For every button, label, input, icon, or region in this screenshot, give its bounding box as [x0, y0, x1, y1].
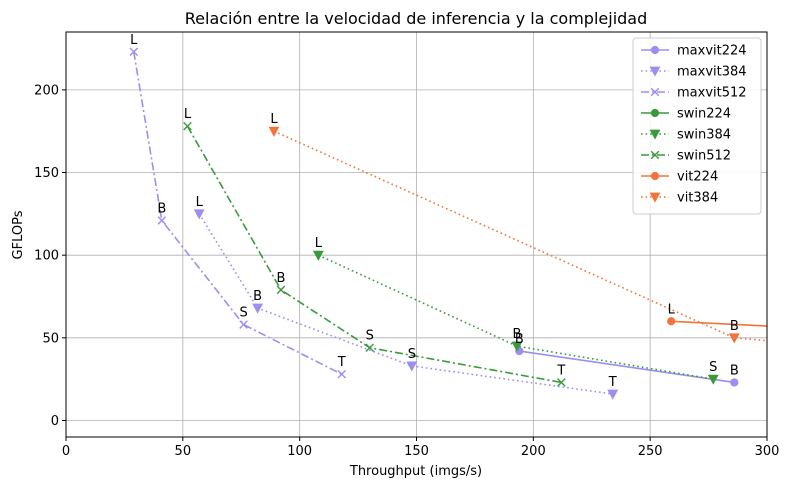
legend-label: maxvit224	[677, 44, 747, 59]
y-tick-label: 150	[34, 166, 59, 181]
x-axis-title: Throughput (imgs/s)	[349, 464, 482, 479]
series-maxvit384	[193, 209, 619, 400]
point-label: L	[184, 107, 192, 122]
legend-label: vit384	[677, 191, 718, 206]
data-point	[193, 209, 205, 220]
data-point	[276, 285, 286, 295]
series-line	[318, 254, 714, 380]
series-layer	[129, 47, 775, 400]
data-point	[768, 323, 775, 330]
x-tick-label: 100	[287, 444, 312, 459]
y-axis-title: GFLOPs	[11, 210, 26, 259]
point-label: B	[730, 363, 739, 378]
legend-marker	[650, 87, 660, 97]
data-point	[607, 389, 619, 400]
axis-ticks: 0 50 100 150 200 250 300 0 50 100 150 200	[34, 83, 779, 459]
data-point	[406, 361, 418, 372]
legend-label: maxvit384	[677, 65, 747, 80]
series-swin512	[183, 121, 566, 387]
series-line	[273, 130, 767, 342]
legend-item-swin512: swin512	[641, 149, 731, 164]
legend-item-maxvit512: maxvit512	[641, 86, 747, 101]
data-point	[667, 317, 676, 326]
legend-label: vit224	[677, 170, 718, 185]
series-line	[671, 320, 767, 327]
data-point	[728, 333, 740, 344]
data-point	[312, 250, 324, 261]
x-tick-label: 300	[755, 444, 780, 459]
point-label: S	[408, 347, 416, 362]
point-label: T	[556, 363, 565, 378]
point-label: B	[730, 319, 739, 334]
data-point	[183, 121, 192, 131]
series-vit384	[268, 126, 767, 344]
series-vit224	[667, 317, 775, 330]
legend-marker	[650, 171, 660, 181]
legend-box	[632, 37, 762, 215]
point-label: B	[515, 332, 524, 347]
legend-marker	[649, 129, 661, 140]
point-label: S	[239, 306, 247, 321]
legend: maxvit224 maxvit384 maxvit512 swin224 swin38…	[632, 37, 762, 215]
legend-item-swin384: swin384	[641, 128, 731, 143]
legend-marker	[650, 45, 660, 55]
x-tick-label: 150	[404, 444, 429, 459]
x-tick-label: 50	[175, 444, 192, 459]
legend-label: swin224	[677, 107, 731, 122]
point-label: L	[668, 302, 676, 317]
data-point	[557, 378, 566, 387]
data-point	[268, 126, 280, 137]
data-point	[730, 378, 739, 387]
legend-item-maxvit384: maxvit384	[641, 65, 747, 80]
point-label: S	[709, 360, 717, 375]
point-label: L	[270, 112, 278, 127]
point-label: B	[277, 271, 286, 286]
point-label: S	[366, 329, 374, 344]
y-tick-label: 0	[51, 414, 59, 429]
legend-label: maxvit512	[677, 86, 747, 101]
data-point	[337, 369, 347, 379]
x-tick-label: 0	[62, 444, 70, 459]
legend-marker	[649, 66, 661, 77]
legend-label: swin384	[677, 128, 731, 143]
legend-item-swin224: swin224	[641, 107, 731, 122]
point-label: L	[130, 33, 138, 48]
point-label: B	[253, 289, 262, 304]
data-point	[239, 320, 248, 329]
point-label: L	[315, 236, 323, 251]
series-line	[186, 125, 562, 384]
legend-marker	[649, 192, 661, 203]
series-swin384	[312, 250, 719, 385]
data-point	[766, 336, 767, 339]
x-tick-label: 250	[638, 444, 663, 459]
legend-item-vit224: vit224	[641, 170, 718, 185]
data-point	[365, 343, 375, 353]
data-point	[252, 303, 264, 314]
legend-label: swin512	[677, 149, 731, 164]
series-maxvit512	[129, 47, 347, 379]
y-tick-label: 100	[34, 249, 59, 264]
legend-item-maxvit224: maxvit224	[641, 44, 747, 59]
point-label: T	[337, 355, 346, 370]
point-label: B	[157, 201, 166, 216]
series-line	[198, 213, 613, 395]
series-line	[132, 51, 343, 375]
data-point	[129, 47, 139, 57]
data-point	[707, 374, 719, 385]
series-line	[519, 350, 735, 384]
data-point	[157, 216, 167, 225]
legend-marker	[650, 150, 660, 160]
legend-item-vit384: vit384	[641, 191, 718, 206]
y-tick-label: 200	[34, 83, 59, 98]
data-point	[511, 341, 523, 352]
y-tick-label: 50	[42, 331, 59, 346]
point-label: T	[608, 375, 617, 390]
point-label: L	[196, 195, 204, 210]
point-label: B	[513, 327, 522, 342]
x-tick-label: 200	[521, 444, 546, 459]
legend-marker	[650, 108, 660, 118]
chart-title: Relación entre la velocidad de inferenci…	[185, 9, 648, 28]
